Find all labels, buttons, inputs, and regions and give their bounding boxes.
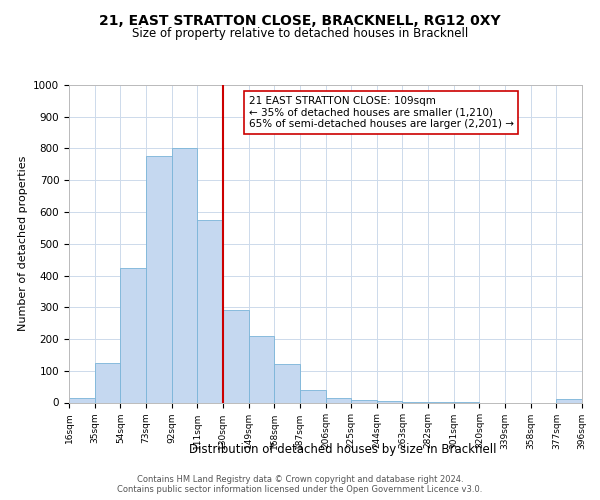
Bar	[223, 310, 248, 402]
Bar	[300, 390, 325, 402]
Bar	[121, 268, 146, 402]
Text: Contains public sector information licensed under the Open Government Licence v3: Contains public sector information licen…	[118, 485, 482, 494]
Bar	[172, 148, 197, 402]
Text: Distribution of detached houses by size in Bracknell: Distribution of detached houses by size …	[190, 442, 497, 456]
Bar	[146, 156, 172, 402]
Bar	[274, 364, 300, 403]
Bar	[351, 400, 377, 402]
Text: Contains HM Land Registry data © Crown copyright and database right 2024.: Contains HM Land Registry data © Crown c…	[137, 475, 463, 484]
Text: Size of property relative to detached houses in Bracknell: Size of property relative to detached ho…	[132, 28, 468, 40]
Text: 21 EAST STRATTON CLOSE: 109sqm
← 35% of detached houses are smaller (1,210)
65% : 21 EAST STRATTON CLOSE: 109sqm ← 35% of …	[248, 96, 514, 130]
Y-axis label: Number of detached properties: Number of detached properties	[17, 156, 28, 332]
Text: 21, EAST STRATTON CLOSE, BRACKNELL, RG12 0XY: 21, EAST STRATTON CLOSE, BRACKNELL, RG12…	[99, 14, 501, 28]
Bar	[95, 363, 121, 403]
Bar	[377, 401, 403, 402]
Bar	[248, 336, 274, 402]
Bar	[69, 398, 95, 402]
Bar	[197, 220, 223, 402]
Bar	[325, 398, 351, 402]
Bar	[556, 400, 582, 402]
